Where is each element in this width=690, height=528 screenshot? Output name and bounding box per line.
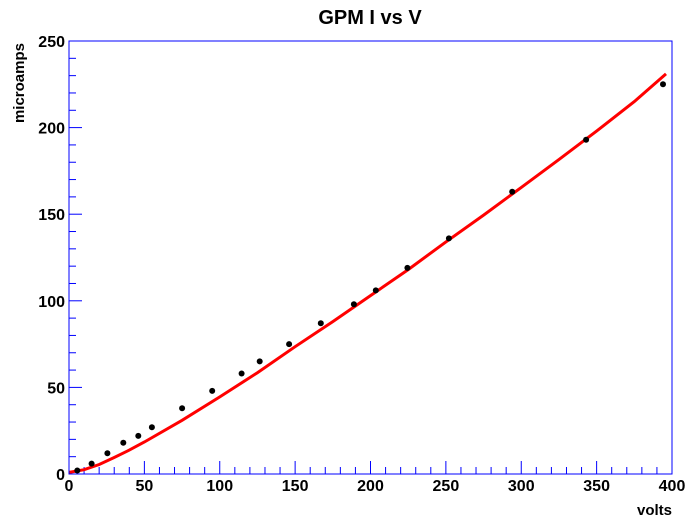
- y-tick-label: 200: [38, 121, 65, 138]
- data-point: [509, 188, 516, 195]
- chart-title: GPM I vs V: [318, 7, 422, 29]
- data-point: [104, 450, 111, 457]
- fit-line: [68, 72, 667, 474]
- axis-ticks: [68, 40, 673, 475]
- data-point: [660, 81, 666, 88]
- data-point: [256, 358, 263, 365]
- x-tick-label: 250: [433, 478, 460, 495]
- data-point: [372, 287, 379, 294]
- x-axis-label: volts: [637, 502, 672, 519]
- data-point: [135, 432, 142, 439]
- data-point: [445, 235, 452, 242]
- data-point: [74, 467, 81, 474]
- data-points: [74, 81, 666, 474]
- data-point: [350, 301, 357, 308]
- x-tick-label: 400: [659, 478, 686, 495]
- x-tick-label: 50: [135, 478, 153, 495]
- x-tick-label: 150: [282, 478, 309, 495]
- y-tick-label: 0: [56, 467, 65, 484]
- plot-frame: [68, 40, 673, 475]
- data-point: [88, 460, 95, 467]
- y-tick-label: 150: [38, 207, 65, 224]
- tick-labels: 0 50 100 150 200 250 300 350 400 0 50 100 150 200 250: [38, 34, 685, 495]
- x-tick-label: 350: [583, 478, 610, 495]
- x-tick-label: 300: [508, 478, 535, 495]
- data-point: [583, 136, 590, 143]
- data-point: [209, 387, 216, 394]
- y-tick-label: 100: [38, 294, 65, 311]
- data-point: [120, 439, 127, 446]
- data-point: [404, 264, 411, 271]
- y-tick-label: 50: [47, 380, 65, 397]
- x-tick-label: 0: [65, 478, 74, 495]
- data-point: [148, 424, 155, 431]
- data-point: [238, 370, 245, 377]
- y-axis-label: microamps: [11, 43, 28, 123]
- x-tick-label: 200: [357, 478, 384, 495]
- data-point: [179, 405, 186, 412]
- y-tick-label: 250: [38, 34, 65, 51]
- data-point: [317, 320, 324, 327]
- x-tick-label: 100: [206, 478, 233, 495]
- data-point: [286, 341, 293, 348]
